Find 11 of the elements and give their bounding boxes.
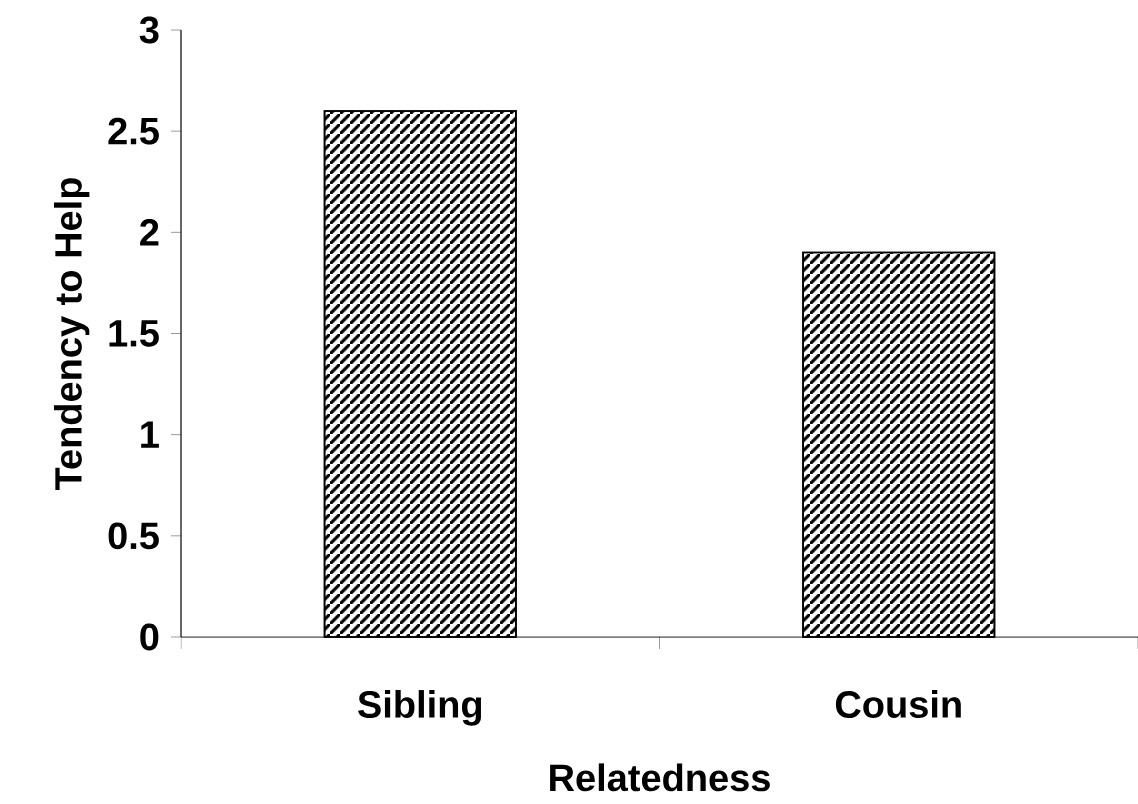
x-tick-label: Sibling <box>358 690 482 726</box>
y-tick-label: 1.5 <box>109 320 159 347</box>
y-tick-label: 1 <box>141 421 159 448</box>
y-tick-label: 2.5 <box>108 117 159 145</box>
y-tick-label: 0.5 <box>108 522 159 550</box>
y-tick-label: 2 <box>140 219 159 246</box>
y-tick-label: 3 <box>139 16 159 44</box>
y-tick-label: 0 <box>140 623 159 651</box>
x-tick-label: Cousin <box>835 690 961 718</box>
y-axis-title: Tendency to Help <box>53 178 90 491</box>
x-axis-title: Relatedness <box>550 763 770 792</box>
